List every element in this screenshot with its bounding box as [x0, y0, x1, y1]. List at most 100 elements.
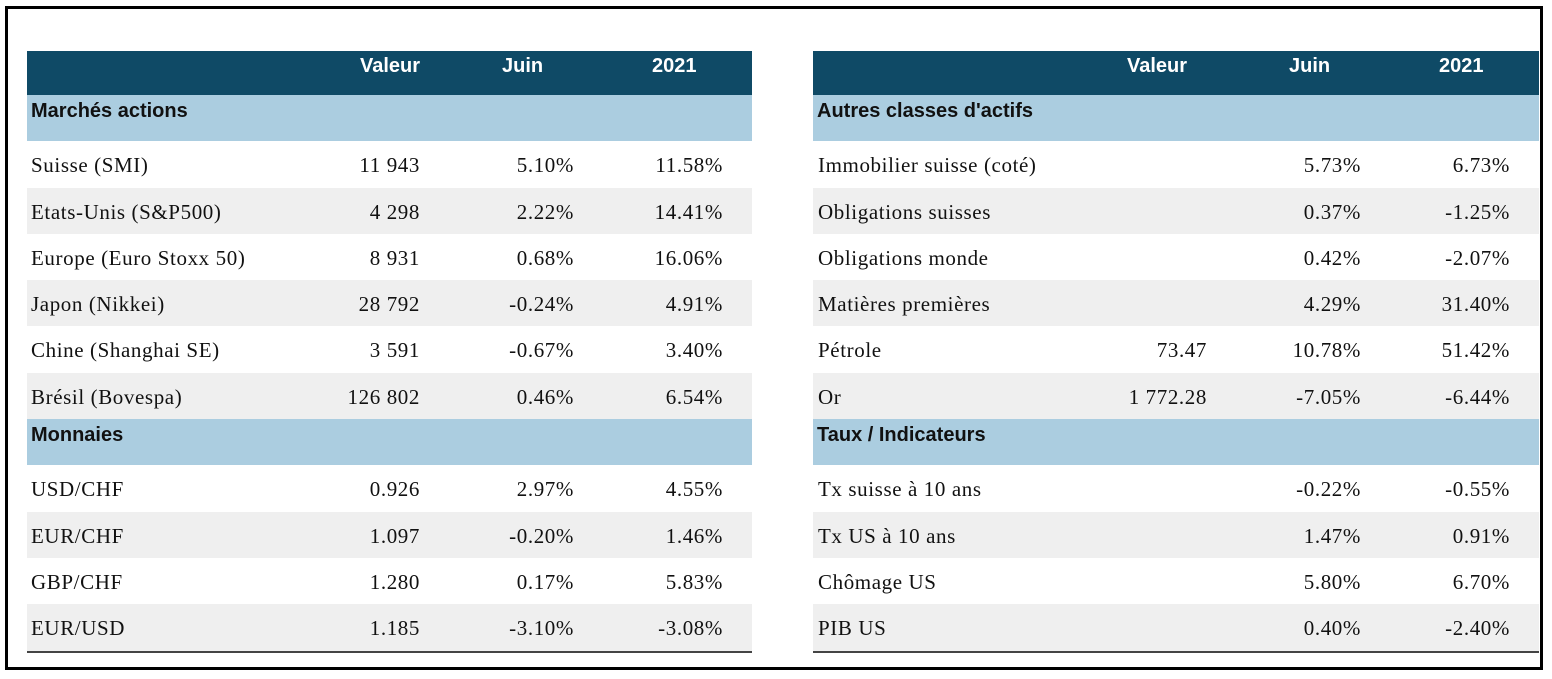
row-ytd: -2.40%	[1445, 616, 1510, 641]
row-juin: 1.47%	[1303, 523, 1361, 548]
row-juin: 0.17%	[516, 569, 574, 594]
section-title: Autres classes d'actifs	[817, 100, 1033, 122]
table-row: Obligations suisses 0.37% -1.25%	[813, 187, 1539, 234]
row-name: PIB US	[818, 616, 887, 641]
row-valeur: 126 802	[347, 384, 420, 409]
table-header: Valeur Juin 2021	[813, 51, 1539, 95]
right-table: Valeur Juin 2021 Autres classes d'actifs…	[813, 51, 1539, 653]
left-table: Valeur Juin 2021 Marchés actions Suisse …	[27, 51, 752, 653]
table-row: Japon (Nikkei) 28 792 -0.24% 4.91%	[27, 280, 752, 327]
row-juin: 0.68%	[516, 245, 574, 270]
section-header: Marchés actions	[27, 95, 752, 142]
table-header: Valeur Juin 2021	[27, 51, 752, 95]
table-row: Etats-Unis (S&P500) 4 298 2.22% 14.41%	[27, 187, 752, 234]
row-ytd: 3.40%	[665, 338, 723, 363]
row-juin: 0.46%	[516, 384, 574, 409]
row-valeur: 4 298	[369, 199, 420, 224]
row-juin: 2.97%	[516, 477, 574, 502]
row-juin: -7.05%	[1296, 384, 1361, 409]
row-name: Tx suisse à 10 ans	[818, 477, 982, 502]
table-row: Chine (Shanghai SE) 3 591 -0.67% 3.40%	[27, 326, 752, 372]
row-name: Chômage US	[818, 569, 937, 594]
table-row: PIB US 0.40% -2.40%	[813, 604, 1539, 653]
row-ytd: 6.70%	[1452, 569, 1510, 594]
row-name: Matières premières	[818, 292, 991, 317]
row-valeur: 3 591	[369, 338, 420, 363]
row-name: Etats-Unis (S&P500)	[31, 199, 222, 224]
row-juin: -0.22%	[1296, 477, 1361, 502]
header-valeur: Valeur	[359, 55, 420, 77]
row-name: Europe (Euro Stoxx 50)	[31, 245, 246, 270]
row-name: Chine (Shanghai SE)	[31, 338, 220, 363]
row-juin: 5.73%	[1303, 153, 1361, 178]
section-header: Monnaies	[27, 419, 752, 466]
table-row: EUR/CHF 1.097 -0.20% 1.46%	[27, 511, 752, 558]
table-row: Chômage US 5.80% 6.70%	[813, 558, 1539, 604]
row-valeur: 1.185	[369, 616, 420, 641]
row-name: Immobilier suisse (coté)	[818, 153, 1037, 178]
row-name: Suisse (SMI)	[31, 153, 149, 178]
row-name: Japon (Nikkei)	[31, 292, 165, 317]
row-ytd: 4.55%	[665, 477, 723, 502]
table-row: Tx suisse à 10 ans -0.22% -0.55%	[813, 465, 1539, 511]
row-juin: -0.20%	[509, 523, 574, 548]
header-juin: Juin	[502, 55, 544, 77]
section-header: Autres classes d'actifs	[813, 95, 1539, 142]
row-juin: 0.40%	[1303, 616, 1361, 641]
row-ytd: 51.42%	[1441, 338, 1510, 363]
table-row: USD/CHF 0.926 2.97% 4.55%	[27, 465, 752, 511]
row-ytd: 14.41%	[654, 199, 723, 224]
row-name: Or	[818, 384, 842, 409]
row-juin: -3.10%	[509, 616, 574, 641]
row-juin: -0.67%	[509, 338, 574, 363]
row-ytd: 4.91%	[665, 292, 723, 317]
row-ytd: 0.91%	[1452, 523, 1510, 548]
row-ytd: 16.06%	[654, 245, 723, 270]
row-name: Pétrole	[818, 338, 882, 363]
row-name: EUR/USD	[31, 616, 126, 641]
table-row: GBP/CHF 1.280 0.17% 5.83%	[27, 558, 752, 604]
row-ytd: 11.58%	[655, 153, 723, 178]
row-ytd: -6.44%	[1445, 384, 1510, 409]
row-valeur: 1.097	[369, 523, 420, 548]
row-name: EUR/CHF	[31, 523, 124, 548]
row-valeur: 28 792	[358, 292, 420, 317]
table-row: Suisse (SMI) 11 943 5.10% 11.58%	[27, 141, 752, 187]
row-juin: -0.24%	[509, 292, 574, 317]
row-ytd: 5.83%	[665, 569, 723, 594]
row-juin: 0.42%	[1303, 245, 1361, 270]
section-title: Marchés actions	[31, 100, 188, 122]
row-juin: 5.80%	[1303, 569, 1361, 594]
row-ytd: -2.07%	[1445, 245, 1510, 270]
row-ytd: -3.08%	[658, 616, 723, 641]
table-row: EUR/USD 1.185 -3.10% -3.08%	[27, 604, 752, 653]
row-name: GBP/CHF	[31, 569, 123, 594]
row-juin: 10.78%	[1292, 338, 1361, 363]
header-ytd: 2021	[1439, 55, 1484, 77]
section-title: Taux / Indicateurs	[817, 424, 986, 447]
row-name: Obligations suisses	[818, 199, 991, 224]
section-title: Monnaies	[31, 424, 124, 447]
table-row: Pétrole 73.47 10.78% 51.42%	[813, 326, 1539, 372]
row-ytd: 6.54%	[665, 384, 723, 409]
row-juin: 2.22%	[516, 199, 574, 224]
table-row: Matières premières 4.29% 31.40%	[813, 280, 1539, 327]
row-juin: 5.10%	[516, 153, 574, 178]
table-row: Or 1 772.28 -7.05% -6.44%	[813, 372, 1539, 420]
header-ytd: 2021	[652, 55, 697, 77]
table-row: Europe (Euro Stoxx 50) 8 931 0.68% 16.06…	[27, 234, 752, 280]
row-valeur: 11 943	[359, 153, 420, 178]
report-frame: Valeur Juin 2021 Marchés actions Suisse …	[5, 6, 1543, 670]
row-valeur: 1.280	[369, 569, 420, 594]
row-valeur: 73.47	[1156, 338, 1207, 363]
row-valeur: 1 772.28	[1128, 384, 1207, 409]
row-ytd: 6.73%	[1452, 153, 1510, 178]
row-name: Obligations monde	[818, 245, 989, 270]
row-juin: 0.37%	[1303, 199, 1361, 224]
header-juin: Juin	[1289, 55, 1331, 77]
table-row: Immobilier suisse (coté) 5.73% 6.73%	[813, 141, 1539, 187]
header-valeur: Valeur	[1127, 55, 1188, 77]
row-valeur: 8 931	[369, 245, 420, 270]
row-ytd: -1.25%	[1445, 199, 1510, 224]
row-ytd: -0.55%	[1445, 477, 1510, 502]
